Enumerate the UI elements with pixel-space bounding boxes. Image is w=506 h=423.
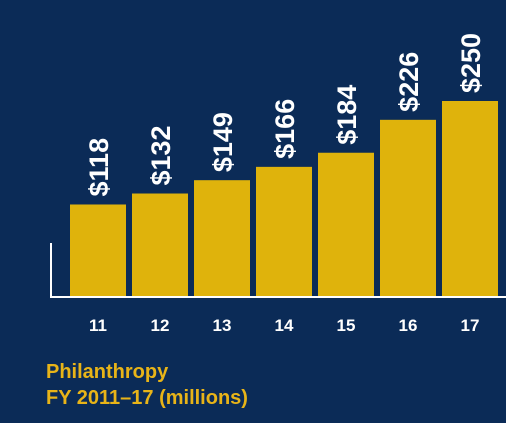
- value-label-14: $166: [270, 99, 300, 159]
- x-tick-label-16: 16: [399, 316, 418, 335]
- value-label-11: $118: [84, 138, 114, 197]
- value-label-15: $184: [332, 85, 362, 145]
- x-tick-label-13: 13: [213, 316, 232, 335]
- bar-12: [132, 193, 188, 297]
- bar-15: [318, 152, 374, 297]
- bar-17: [442, 101, 498, 297]
- bar-13: [194, 180, 250, 297]
- x-tick-label-11: 11: [89, 316, 107, 335]
- x-tick-labels-group: 11 12 13 14 15 16 17: [89, 316, 479, 335]
- x-tick-label-15: 15: [337, 316, 356, 335]
- chart-subtitle: FY 2011–17 (millions): [46, 387, 248, 409]
- value-label-16: $226: [394, 52, 424, 112]
- value-label-13: $149: [208, 112, 238, 172]
- bars-group: [70, 101, 498, 297]
- value-label-12: $132: [146, 125, 176, 185]
- chart-title: Philanthropy: [46, 361, 169, 383]
- x-tick-label-14: 14: [275, 316, 294, 335]
- x-tick-label-12: 12: [151, 316, 170, 335]
- value-labels-group: $118 $132 $149 $166 $184 $226 $250: [84, 33, 486, 197]
- bar-14: [256, 166, 312, 297]
- value-label-17: $250: [456, 33, 486, 93]
- bar-16: [380, 119, 436, 297]
- bar-11: [70, 204, 126, 297]
- x-tick-label-17: 17: [461, 316, 480, 335]
